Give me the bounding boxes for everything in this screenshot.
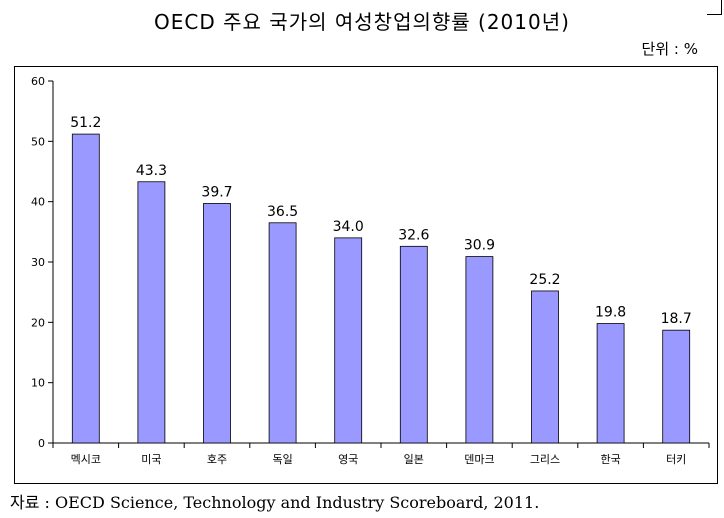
x-category-label: 일본 bbox=[404, 452, 424, 466]
bar bbox=[596, 323, 625, 444]
bar bbox=[137, 181, 166, 444]
unit-label: 단위 : % bbox=[641, 40, 698, 58]
y-tick-label: 20 bbox=[31, 316, 45, 329]
window-corner-mark bbox=[707, 0, 722, 15]
x-category-label: 한국 bbox=[600, 453, 620, 466]
bar bbox=[662, 329, 691, 444]
y-tick-label: 0 bbox=[38, 437, 45, 450]
bar bbox=[203, 203, 231, 444]
x-category-label: 그리스 bbox=[530, 453, 560, 466]
bar bbox=[71, 133, 100, 444]
data-label: 51.2 bbox=[70, 115, 101, 131]
x-category-label: 영국 bbox=[338, 453, 358, 466]
data-label: 36.5 bbox=[267, 204, 298, 220]
bar bbox=[268, 222, 297, 444]
data-label: 43.3 bbox=[136, 163, 167, 179]
x-category-label: 호주 bbox=[207, 453, 227, 466]
bar bbox=[531, 290, 559, 444]
data-label: 19.8 bbox=[595, 305, 626, 321]
x-category-label: 미국 bbox=[141, 453, 161, 466]
data-label: 18.7 bbox=[661, 311, 692, 327]
bar bbox=[399, 245, 428, 444]
x-category-label: 터키 bbox=[666, 453, 686, 466]
data-label: 39.7 bbox=[201, 184, 232, 200]
y-tick-label: 50 bbox=[31, 135, 45, 148]
x-category-label: 독일 bbox=[272, 452, 292, 466]
x-category-label: 덴마크 bbox=[464, 453, 494, 466]
bar bbox=[334, 237, 363, 444]
source-note: 자료 : OECD Science, Technology and Indust… bbox=[10, 493, 540, 512]
y-tick-label: 40 bbox=[31, 196, 45, 209]
data-label: 30.9 bbox=[464, 238, 495, 254]
chart-frame bbox=[14, 66, 718, 484]
data-label: 32.6 bbox=[398, 227, 429, 243]
y-tick-label: 10 bbox=[31, 377, 45, 390]
data-label: 25.2 bbox=[529, 272, 560, 288]
y-tick-label: 30 bbox=[31, 256, 45, 269]
y-tick-label: 60 bbox=[31, 75, 45, 88]
data-label: 34.0 bbox=[333, 219, 364, 235]
bar bbox=[465, 256, 494, 444]
chart-title: OECD 주요 국가의 여성창업의향률 (2010년) bbox=[154, 10, 570, 34]
x-category-label: 멕시코 bbox=[71, 453, 101, 466]
